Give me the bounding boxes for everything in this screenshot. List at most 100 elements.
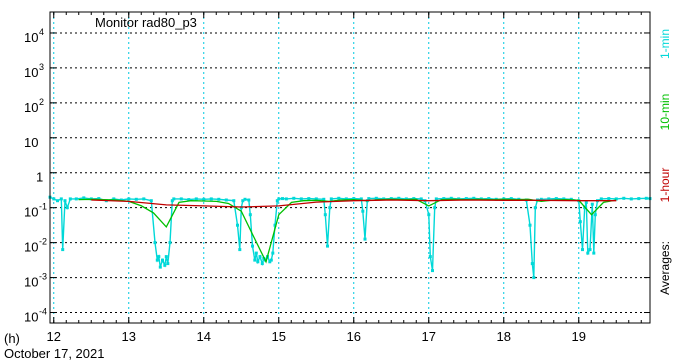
y-tick-label: 10 [24, 65, 38, 80]
series-line-1-min [49, 196, 651, 278]
x-tick-label: 18 [497, 329, 511, 344]
x-tick-label: 13 [122, 329, 136, 344]
data-point [359, 197, 363, 201]
data-point [153, 241, 157, 245]
data-point [65, 206, 69, 210]
y-tick-label: 10 [24, 205, 38, 220]
series-layer [48, 195, 652, 280]
data-point [427, 213, 431, 217]
data-point [260, 262, 264, 266]
data-point [539, 197, 543, 201]
x-tick-label: 14 [197, 329, 211, 344]
data-point [187, 198, 191, 202]
data-point [607, 197, 611, 201]
data-point [419, 197, 423, 201]
data-point [328, 206, 332, 210]
data-point [314, 197, 318, 201]
data-point [127, 197, 131, 201]
data-point [112, 197, 116, 201]
data-point [247, 198, 251, 202]
data-point [431, 269, 434, 273]
legend-label: 10-min [658, 94, 672, 131]
y-tick-label: 1 [36, 170, 43, 185]
data-point [168, 241, 172, 245]
data-point [533, 206, 537, 210]
data-point [281, 197, 284, 201]
y-tick-exponent: 2 [39, 97, 44, 107]
data-point [530, 262, 534, 266]
data-point [442, 197, 446, 201]
grid [50, 12, 650, 323]
series-line-1-hour [91, 199, 617, 208]
data-point [644, 196, 648, 200]
data-point [329, 197, 333, 201]
data-point [361, 209, 365, 213]
data-point [170, 199, 174, 203]
data-point [164, 255, 168, 259]
data-point [232, 199, 236, 203]
data-point [449, 196, 453, 200]
data-point [578, 220, 582, 224]
data-point [271, 251, 275, 255]
data-point [532, 276, 536, 280]
data-point [82, 196, 86, 200]
data-point [251, 244, 254, 248]
data-point [622, 196, 626, 200]
plot-frame [49, 11, 651, 324]
data-point [584, 200, 588, 204]
data-point [209, 197, 213, 201]
data-point [614, 197, 618, 201]
data-point [68, 197, 72, 201]
data-point [241, 199, 245, 203]
data-point [275, 199, 279, 203]
x-tick-label: 12 [47, 329, 61, 344]
data-point [74, 197, 78, 201]
data-point [61, 248, 65, 252]
data-point [586, 251, 590, 255]
data-point [487, 197, 491, 201]
y-tick-exponent: 3 [39, 62, 44, 72]
y-tick-label: 10 [24, 100, 38, 115]
data-point [292, 196, 296, 200]
data-point [258, 255, 262, 259]
data-point [238, 248, 242, 252]
data-point [254, 251, 258, 255]
y-tick-exponent: -1 [39, 202, 47, 212]
legend: Averages: 1-hour 10-min 1-min [658, 29, 672, 295]
y-tick-label: 10 [24, 310, 38, 325]
data-point [352, 197, 356, 201]
data-point [284, 197, 288, 201]
x-axis-label: (h) [4, 331, 20, 346]
data-point [363, 237, 367, 241]
data-point [472, 196, 476, 200]
data-point [528, 223, 532, 227]
data-point [269, 258, 273, 262]
data-point [158, 265, 162, 269]
data-point [163, 263, 167, 267]
y-tick-exponent: -4 [39, 307, 47, 317]
data-point [397, 196, 401, 200]
data-point [464, 197, 468, 201]
y-tick-label: 10 [24, 30, 38, 45]
series-line-10-min [78, 198, 617, 264]
data-point [547, 197, 551, 201]
x-tick-label: 16 [347, 329, 361, 344]
data-point [428, 255, 432, 259]
data-point [253, 258, 257, 262]
x-tick-label: 15 [272, 329, 286, 344]
data-point [268, 260, 272, 264]
data-point [256, 260, 260, 264]
data-point [248, 213, 252, 217]
y-tick-exponent: -2 [39, 237, 47, 247]
data-point [592, 251, 596, 255]
data-point [157, 255, 161, 259]
data-point [374, 196, 378, 200]
legend-label: 1-hour [658, 168, 672, 203]
data-point [56, 199, 59, 203]
data-point [588, 248, 592, 252]
chart-title: Monitor rad80_p3 [95, 15, 197, 30]
data-point [277, 197, 281, 201]
data-point [337, 196, 341, 200]
data-point [554, 197, 558, 201]
